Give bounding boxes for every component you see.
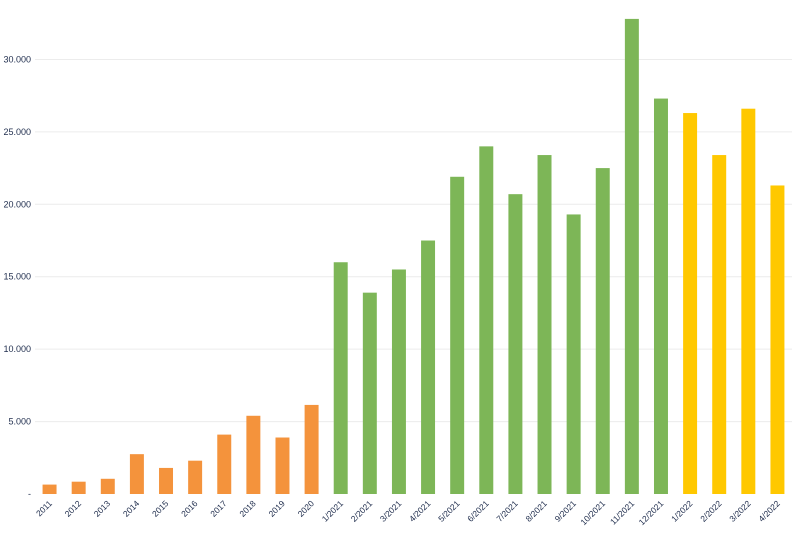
bar-2014 [129,454,144,494]
y-tick-label: 10.000 [3,344,31,354]
y-tick-label: - [28,489,31,499]
bar-3-2021 [391,269,406,494]
x-tick-label: 3/2022 [727,498,753,524]
x-tick-label: 2/2021 [349,498,375,524]
bar-2018 [246,415,261,494]
bar-4-2022 [770,185,785,495]
x-tick-label: 2015 [150,498,171,519]
bar-2-2021 [362,292,377,494]
x-tick-label: 2017 [208,498,229,519]
bar-2015 [159,467,174,494]
bar-2016 [188,460,203,494]
y-tick-label: 25.000 [3,127,31,137]
x-tick-label: 2016 [179,498,200,519]
x-tick-label: 2013 [92,498,113,519]
bar-11-2021 [624,18,639,494]
x-tick-label: 1/2021 [320,498,346,524]
x-tick-label: 2011 [34,498,54,518]
bar-10-2021 [595,168,610,494]
x-tick-label: 5/2021 [436,498,462,524]
bar-12-2021 [653,98,668,495]
bar-4-2021 [421,240,436,494]
x-tick-label: 7/2021 [494,498,520,524]
bar-9-2021 [566,214,581,494]
x-tick-label: 2019 [266,498,287,519]
bar-3-2022 [741,108,756,494]
bar-2-2022 [712,155,727,494]
y-tick-label: 20.000 [3,199,31,209]
bar-2011 [42,484,57,494]
x-tick-label: 9/2021 [553,498,579,524]
x-tick-label: 12/2021 [637,498,666,527]
x-tick-label: 6/2021 [465,498,491,524]
x-tick-label: 11/2021 [608,498,637,527]
x-tick-label: 1/2022 [669,498,695,524]
bar-8-2021 [537,155,552,494]
x-axis-ticks: 2011 2012 2013 2014 2015 2016 2017 2018 2019 2020… [34,498,782,527]
bar-6-2021 [479,146,494,494]
bars [42,18,785,495]
y-tick-label: 15.000 [3,272,31,282]
x-tick-label: 10/2021 [578,498,607,527]
x-tick-label: 3/2021 [378,498,404,524]
bar-2020 [304,404,319,494]
x-tick-label: 4/2022 [756,498,782,524]
x-tick-label: 8/2021 [523,498,549,524]
bar-2019 [275,437,290,494]
bar-1-2021 [333,262,348,494]
y-tick-label: 30.000 [3,54,31,64]
x-tick-label: 2012 [63,498,84,519]
x-tick-label: 2/2022 [698,498,724,524]
y-tick-label: 5.000 [8,417,31,427]
bar-1-2022 [683,113,698,494]
x-tick-label: 4/2021 [407,498,433,524]
x-tick-label: 2018 [237,498,258,519]
bar-5-2021 [450,176,465,495]
bar-7-2021 [508,194,523,494]
x-tick-label: 2014 [121,498,142,519]
x-tick-label: 2020 [296,498,317,519]
gridlines [35,58,792,423]
y-axis-ticks: - 5.000 10.000 15.000 20.000 25.000 30.000 [3,54,31,499]
bar-2012 [71,481,86,494]
bar-2013 [100,478,115,494]
bar-2017 [217,434,232,494]
